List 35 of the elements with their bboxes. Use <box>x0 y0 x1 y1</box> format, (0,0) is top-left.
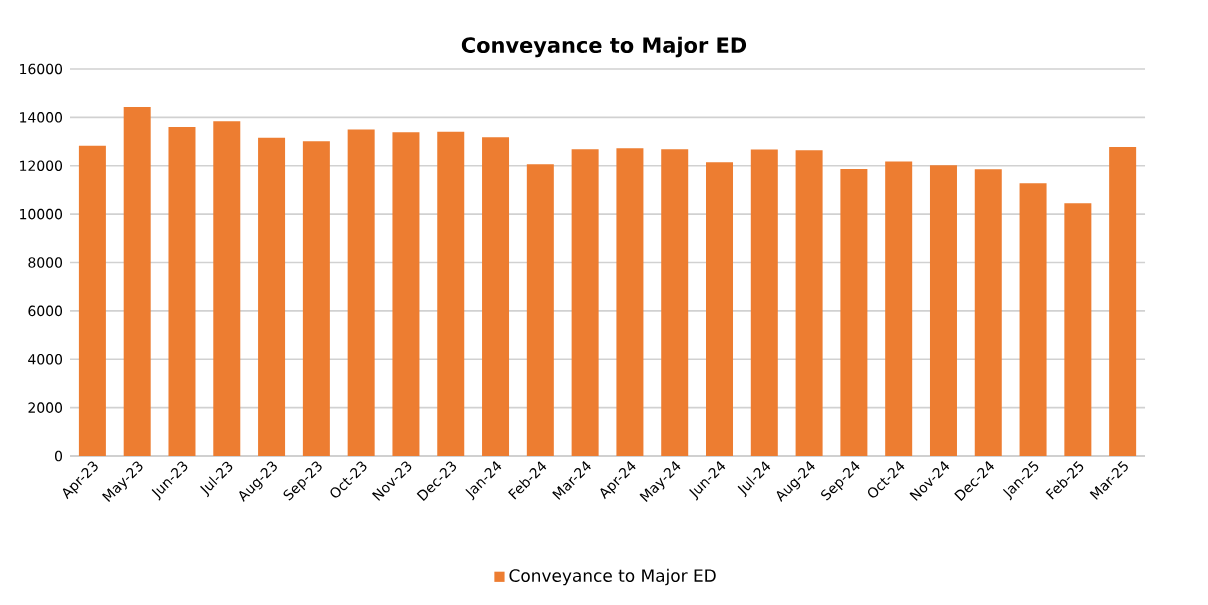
bar <box>347 129 375 456</box>
y-tick-label: 16000 <box>20 63 63 75</box>
bar <box>392 132 420 456</box>
y-tick-label: 8000 <box>28 257 63 268</box>
bar <box>661 149 689 456</box>
bar <box>1109 147 1137 456</box>
y-tick-label: 12000 <box>20 160 63 171</box>
bar <box>168 127 196 456</box>
bar <box>437 131 465 456</box>
y-tick-label: 6000 <box>28 305 63 317</box>
bar <box>929 165 957 456</box>
bar <box>795 150 823 456</box>
bar <box>526 164 554 456</box>
legend-label: Conveyance to Major ED <box>509 568 716 586</box>
bar <box>123 106 151 456</box>
bar <box>78 145 106 456</box>
bar <box>750 149 778 456</box>
bar <box>1064 203 1092 456</box>
bar <box>213 121 241 456</box>
bar <box>571 149 599 456</box>
bar <box>1019 183 1047 456</box>
bar <box>885 161 913 456</box>
bar <box>974 169 1002 456</box>
y-tick-label: 2000 <box>28 402 63 413</box>
bar <box>706 162 734 456</box>
bar <box>258 137 286 456</box>
bar <box>302 141 330 456</box>
bar <box>482 137 510 456</box>
y-tick-label: 0 <box>54 450 63 462</box>
y-tick-label: 14000 <box>20 112 63 123</box>
bar <box>840 168 868 456</box>
chart-title: Conveyance to Major ED <box>461 36 747 58</box>
y-tick-label: 10000 <box>20 208 63 220</box>
y-tick-label: 4000 <box>28 353 63 365</box>
bar <box>616 148 644 456</box>
